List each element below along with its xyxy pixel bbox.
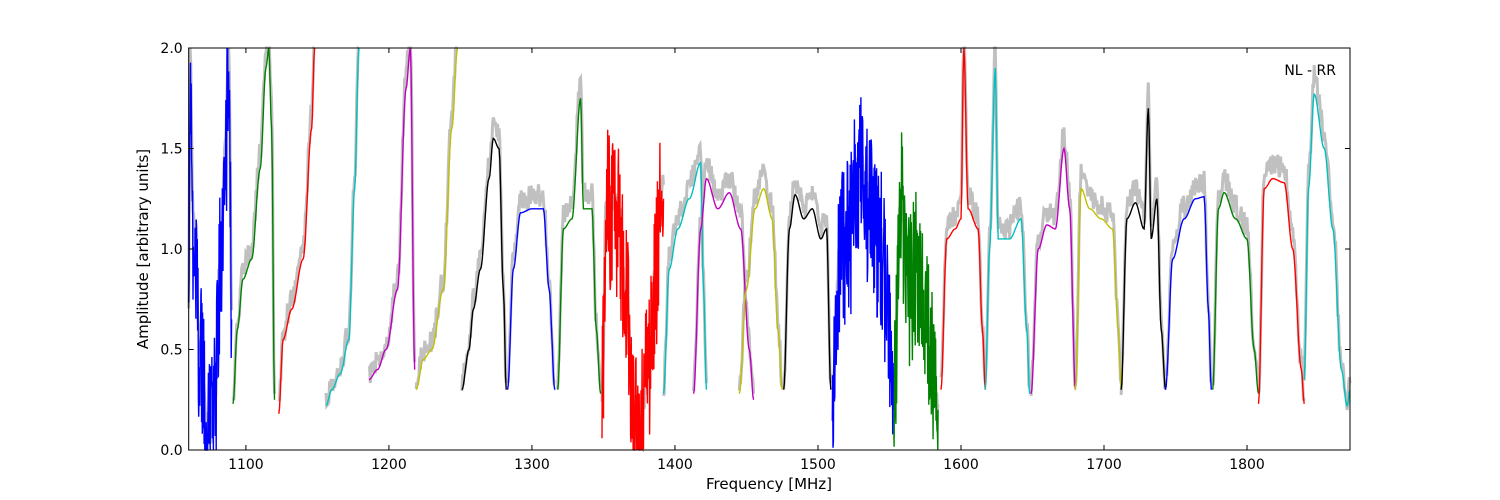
series-line-11 xyxy=(692,177,755,400)
x-tick-label: 1800 xyxy=(1229,457,1265,473)
series-line-20 xyxy=(1120,108,1167,390)
gray-trace-12 xyxy=(737,163,784,391)
series-line-16 xyxy=(940,47,986,390)
gray-trace-2 xyxy=(277,46,316,403)
series-line-8 xyxy=(557,98,602,394)
series-line-15 xyxy=(893,132,939,451)
gray-trace-22 xyxy=(1211,169,1260,388)
gray-trace-3 xyxy=(324,46,360,411)
x-axis-label: Frequency [MHz] xyxy=(706,475,832,493)
x-tick-label: 1200 xyxy=(371,457,407,473)
gray-trace-21 xyxy=(1164,170,1213,384)
gray-trace-4 xyxy=(367,46,417,384)
gray-trace-17 xyxy=(983,46,1031,388)
gray-trace-1 xyxy=(231,46,276,401)
x-tick-label: 1300 xyxy=(514,457,550,473)
y-tick-label: 1.5 xyxy=(160,142,182,158)
y-axis: 0.0 0.5 1.0 1.5 2.0 xyxy=(160,41,1350,459)
x-tick-label: 1600 xyxy=(943,457,979,473)
series-line-4 xyxy=(368,47,416,381)
series-line-3 xyxy=(325,47,360,407)
x-axis: 1100 1200 1300 1400 1500 1600 1700 1800 xyxy=(228,48,1265,473)
gray-trace-5 xyxy=(414,46,458,389)
series-line-6 xyxy=(461,137,507,391)
y-tick-label: 2.0 xyxy=(160,41,182,57)
series-line-0 xyxy=(188,47,233,451)
series-line-23 xyxy=(1257,177,1305,404)
series-line-18 xyxy=(1030,146,1077,394)
series-line-19 xyxy=(1074,187,1122,390)
series-line-14 xyxy=(831,97,895,448)
series-line-22 xyxy=(1212,191,1260,394)
series-line-2 xyxy=(278,47,316,414)
gray-trace-24 xyxy=(1302,64,1352,411)
y-tick-label: 1.0 xyxy=(160,242,182,258)
x-tick-label: 1100 xyxy=(228,457,264,473)
series-line-12 xyxy=(738,187,783,394)
series-line-21 xyxy=(1164,195,1212,390)
x-tick-label: 1400 xyxy=(657,457,693,473)
series-line-13 xyxy=(783,193,832,390)
series-layer xyxy=(188,47,1351,452)
y-tick-label: 0.5 xyxy=(160,343,182,359)
gray-trace-18 xyxy=(1029,127,1077,396)
x-tick-label: 1500 xyxy=(800,457,836,473)
y-tick-label: 0.0 xyxy=(160,443,182,459)
gray-trace-23 xyxy=(1257,154,1306,402)
series-line-5 xyxy=(415,47,459,391)
series-line-9 xyxy=(601,129,665,452)
y-axis-label: Amplitude [arbitrary units] xyxy=(134,149,152,349)
series-line-24 xyxy=(1303,92,1351,408)
gray-trace-8 xyxy=(556,73,603,390)
gray-trace-19 xyxy=(1073,163,1123,387)
x-tick-label: 1700 xyxy=(1086,457,1122,473)
series-line-1 xyxy=(232,47,276,404)
gray-trace-13 xyxy=(782,180,833,389)
series-line-17 xyxy=(984,68,1031,394)
series-line-10 xyxy=(662,161,708,394)
series-line-7 xyxy=(506,208,556,390)
annotation-label: NL - RR xyxy=(1284,63,1336,79)
gray-trace-10 xyxy=(662,139,708,397)
